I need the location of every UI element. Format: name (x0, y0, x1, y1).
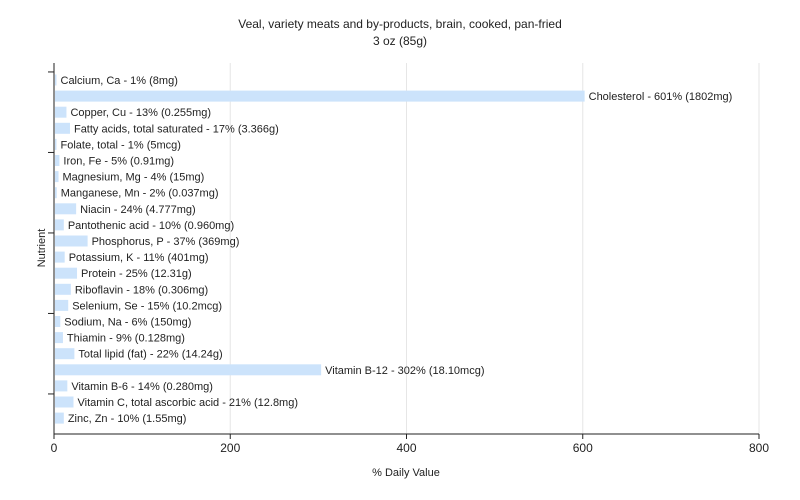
bar-label: Phosphorus, P - 37% (369mg) (92, 236, 240, 248)
bar-label: Vitamin B-12 - 302% (18.10mcg) (325, 365, 484, 377)
x-axis-label: % Daily Value (372, 467, 440, 479)
axes-group: 0 200 400 600 800 (48, 63, 769, 455)
bar (55, 412, 64, 424)
bar (55, 364, 322, 376)
bar (55, 106, 67, 118)
bar-label: Vitamin C, total ascorbic acid - 21% (12… (78, 397, 299, 409)
bar-label: Total lipid (fat) - 22% (14.24g) (78, 349, 222, 361)
bar-label: Magnesium, Mg - 4% (15mg) (63, 172, 205, 184)
x-tick-label: 800 (749, 441, 769, 455)
bar (55, 138, 57, 150)
bar-label: Potassium, K - 11% (401mg) (69, 252, 209, 264)
bar-label: Riboflavin - 18% (0.306mg) (75, 284, 208, 296)
bar (55, 187, 57, 199)
bar (55, 74, 57, 86)
bar-label: Niacin - 24% (4.777mg) (80, 204, 196, 216)
x-tick-label: 400 (396, 441, 416, 455)
chart-title: Veal, variety meats and by-products, bra… (238, 17, 562, 31)
bar-label: Protein - 25% (12.31g) (81, 268, 192, 280)
bar (55, 299, 69, 311)
chart-title-block: Veal, variety meats and by-products, bra… (0, 16, 800, 50)
bar-label: Pantothenic acid - 10% (0.960mg) (68, 220, 234, 232)
bar-label: Folate, total - 1% (5mcg) (61, 139, 181, 151)
bar (55, 348, 75, 360)
y-axis-label: Nutrient (36, 229, 48, 268)
bar-label: Zinc, Zn - 10% (1.55mg) (68, 413, 187, 425)
bar-label: Copper, Cu - 13% (0.255mg) (70, 107, 211, 119)
bar-label: Calcium, Ca - 1% (8mg) (61, 75, 178, 87)
bar (55, 267, 78, 279)
bar (55, 155, 60, 166)
bar (55, 90, 585, 102)
bar-label: Fatty acids, total saturated - 17% (3.36… (74, 123, 279, 135)
bars-group: Calcium, Ca - 1% (8mg) Cholesterol - 601%… (55, 74, 733, 425)
bar (55, 332, 63, 344)
chart-subtitle: 3 oz (85g) (372, 34, 428, 48)
x-tick-label: 0 (51, 441, 58, 455)
bar (55, 219, 64, 231)
bar (55, 251, 65, 263)
bar (55, 171, 59, 183)
bar-label: Selenium, Se - 15% (10.2mcg) (72, 300, 222, 312)
bar-label: Vitamin B-6 - 14% (0.280mg) (71, 381, 213, 393)
bar-label: Manganese, Mn - 2% (0.037mg) (61, 188, 219, 200)
bar (55, 203, 77, 215)
bar (55, 396, 74, 408)
bar-label: Sodium, Na - 6% (150mg) (64, 317, 191, 329)
bar-label: Thiamin - 9% (0.128mg) (67, 333, 185, 345)
bar (55, 283, 71, 295)
bar (55, 380, 68, 392)
x-tick-label: 200 (220, 441, 240, 455)
bar (55, 235, 88, 247)
bar (55, 122, 70, 134)
bar-label: Iron, Fe - 5% (0.91mg) (63, 156, 174, 168)
bar (55, 316, 61, 327)
x-tick-label: 600 (573, 441, 593, 455)
bar-label: Cholesterol - 601% (1802mg) (589, 91, 733, 103)
